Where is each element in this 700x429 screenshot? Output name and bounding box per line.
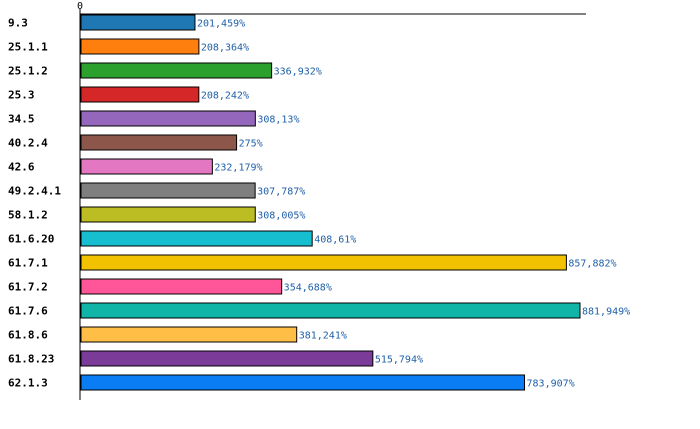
category-label: 61.8.23 xyxy=(8,353,54,366)
value-label: 308,13% xyxy=(257,115,299,126)
category-label: 49.2.4.1 xyxy=(8,185,61,198)
category-label: 25.1.2 xyxy=(8,65,48,78)
value-label: 881,949% xyxy=(582,307,630,318)
bar xyxy=(80,350,374,367)
bar xyxy=(80,230,313,247)
bar xyxy=(80,86,200,103)
bar xyxy=(80,110,256,127)
value-label: 307,787% xyxy=(257,187,305,198)
bar xyxy=(80,182,256,199)
value-label: 232,179% xyxy=(214,163,262,174)
value-label: 857,882% xyxy=(568,259,616,270)
category-label: 40.2.4 xyxy=(8,137,48,150)
value-label: 783,907% xyxy=(527,379,575,390)
category-label: 34.5 xyxy=(8,113,35,126)
bar xyxy=(80,206,256,223)
value-label: 515,794% xyxy=(375,355,423,366)
value-label: 201,459% xyxy=(197,19,245,30)
value-label: 308,005% xyxy=(257,211,305,222)
category-label: 61.8.6 xyxy=(8,329,48,342)
category-label: 61.7.1 xyxy=(8,257,48,270)
value-label: 354,688% xyxy=(284,283,332,294)
bar xyxy=(80,14,196,31)
category-label: 58.1.2 xyxy=(8,209,48,222)
x-tick-label-zero: 0 xyxy=(77,1,83,12)
value-label: 275% xyxy=(239,139,263,150)
category-label: 25.3 xyxy=(8,89,35,102)
value-label: 408,61% xyxy=(314,235,356,246)
bar xyxy=(80,374,526,391)
value-label: 381,241% xyxy=(299,331,347,342)
bar xyxy=(80,38,200,55)
category-label: 62.1.3 xyxy=(8,377,48,390)
category-label: 9.3 xyxy=(8,17,28,30)
bar xyxy=(80,278,283,295)
value-label: 208,364% xyxy=(201,43,249,54)
value-label: 336,932% xyxy=(274,67,322,78)
category-label: 61.7.2 xyxy=(8,281,48,294)
bar xyxy=(80,326,298,343)
category-label: 61.6.20 xyxy=(8,233,54,246)
category-label: 42.6 xyxy=(8,161,35,174)
bar xyxy=(80,302,581,319)
category-label: 25.1.1 xyxy=(8,41,48,54)
value-label: 208,242% xyxy=(201,91,249,102)
bar xyxy=(80,134,238,151)
category-label: 61.7.6 xyxy=(8,305,48,318)
bar xyxy=(80,158,213,175)
bars-group: 9.3 201,459% 25.1.1 208,364% 25.1.2 336,932% 2… xyxy=(8,14,630,391)
bar xyxy=(80,62,273,79)
bar xyxy=(80,254,567,271)
